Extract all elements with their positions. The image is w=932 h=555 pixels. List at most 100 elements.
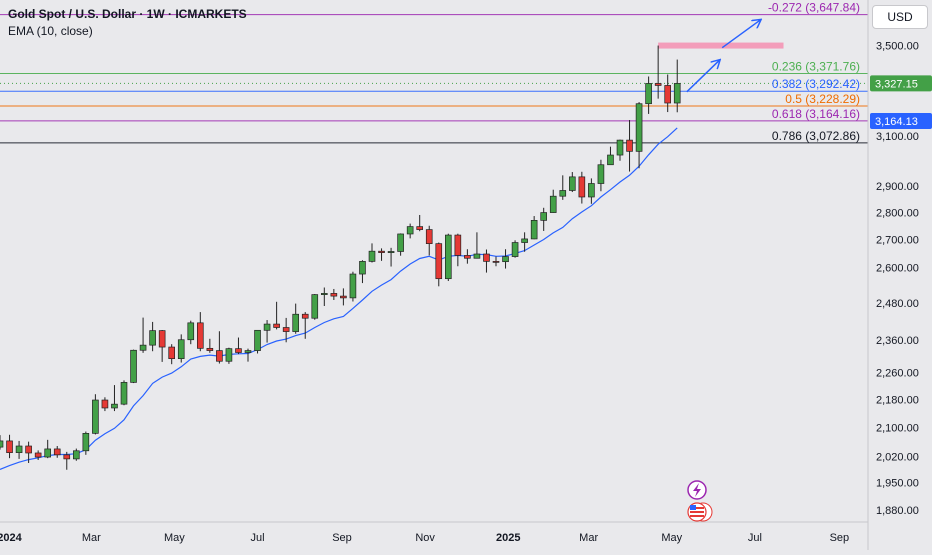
candle[interactable] — [263, 320, 271, 343]
candle[interactable] — [120, 380, 128, 406]
candle[interactable] — [158, 329, 166, 362]
candle[interactable] — [511, 240, 519, 258]
candle-body — [311, 294, 319, 319]
candle[interactable] — [445, 233, 452, 282]
currency-button[interactable]: USD — [872, 5, 928, 29]
candle[interactable] — [464, 249, 471, 264]
candle[interactable] — [368, 243, 376, 263]
lightning-icon[interactable] — [687, 480, 707, 500]
candle[interactable] — [244, 348, 252, 362]
target-zone[interactable] — [658, 42, 784, 49]
projection-arrow[interactable] — [721, 20, 760, 49]
candle[interactable] — [311, 294, 319, 320]
candle[interactable] — [34, 450, 42, 461]
x-tick-label: Mar — [82, 532, 101, 544]
candle-body — [416, 226, 423, 230]
candle[interactable] — [645, 76, 652, 114]
us-flag-icon[interactable] — [687, 502, 713, 522]
candle[interactable] — [654, 45, 662, 99]
projection-arrow[interactable] — [686, 60, 720, 93]
candle[interactable] — [177, 334, 185, 363]
candle[interactable] — [635, 102, 643, 169]
candle-body — [177, 339, 185, 360]
candle[interactable] — [616, 139, 624, 161]
candle-body — [349, 273, 357, 299]
candle-body — [139, 344, 147, 351]
candle[interactable] — [63, 451, 71, 470]
candle[interactable] — [301, 312, 309, 339]
candle[interactable] — [521, 232, 528, 252]
candle[interactable] — [197, 312, 204, 352]
candle[interactable] — [235, 337, 242, 355]
candle[interactable] — [111, 385, 118, 412]
candle[interactable] — [664, 74, 671, 113]
candle[interactable] — [378, 248, 385, 261]
ema-line[interactable] — [0, 127, 678, 470]
candle[interactable] — [216, 331, 223, 364]
candle[interactable] — [273, 301, 280, 330]
candle[interactable] — [168, 344, 175, 365]
y-tick-label: 2,100.00 — [876, 422, 919, 434]
candle[interactable] — [673, 59, 681, 113]
candle[interactable] — [406, 223, 414, 239]
candle[interactable] — [569, 172, 576, 193]
candle[interactable] — [139, 317, 147, 353]
candle-body — [254, 329, 261, 351]
candle-body — [635, 103, 643, 152]
candle[interactable] — [101, 397, 109, 412]
candle[interactable] — [53, 446, 61, 458]
candle[interactable] — [359, 260, 366, 284]
x-tick-label: May — [164, 532, 185, 544]
candle-body — [473, 253, 481, 259]
candle[interactable] — [502, 249, 509, 269]
candle[interactable] — [473, 232, 481, 259]
candle[interactable] — [387, 247, 395, 267]
candle[interactable] — [282, 317, 290, 343]
indicator-legend[interactable]: EMA (10, close) — [8, 24, 93, 38]
candle[interactable] — [340, 288, 347, 306]
candle[interactable] — [607, 146, 614, 166]
candle-body — [559, 190, 567, 197]
candle-body — [425, 229, 433, 244]
candle[interactable] — [130, 349, 137, 384]
candle[interactable] — [588, 178, 595, 204]
candle[interactable] — [321, 287, 328, 307]
candle[interactable] — [626, 120, 633, 172]
candle[interactable] — [349, 271, 357, 302]
candle[interactable] — [15, 440, 23, 459]
candle[interactable] — [530, 216, 538, 240]
candle[interactable] — [187, 320, 195, 345]
candle[interactable] — [25, 441, 32, 463]
candle[interactable] — [454, 233, 462, 267]
candle[interactable] — [6, 434, 13, 459]
candle[interactable] — [559, 175, 567, 200]
candle-body — [82, 433, 90, 452]
candle[interactable] — [492, 256, 500, 267]
candle[interactable] — [578, 171, 586, 204]
candle[interactable] — [254, 329, 261, 354]
candle[interactable] — [435, 242, 443, 287]
candle[interactable] — [330, 288, 338, 300]
candle[interactable] — [149, 321, 156, 352]
candle[interactable] — [82, 431, 90, 455]
candle[interactable] — [483, 249, 490, 273]
candle-body — [483, 253, 490, 262]
candle-body — [63, 454, 71, 460]
candle-body — [549, 195, 557, 213]
candle[interactable] — [425, 225, 433, 256]
candle[interactable] — [206, 338, 214, 353]
candle[interactable] — [0, 435, 4, 450]
candle[interactable] — [397, 233, 404, 256]
candle[interactable] — [225, 347, 233, 364]
candle[interactable] — [540, 207, 547, 231]
candle[interactable] — [549, 189, 557, 213]
candle[interactable] — [416, 214, 423, 232]
candle-body — [607, 154, 614, 166]
candle[interactable] — [92, 394, 99, 435]
candle[interactable] — [292, 303, 299, 334]
x-tick-label: Sep — [830, 532, 850, 544]
candle[interactable] — [597, 159, 605, 192]
candle[interactable] — [73, 448, 80, 461]
candle[interactable] — [44, 439, 51, 459]
